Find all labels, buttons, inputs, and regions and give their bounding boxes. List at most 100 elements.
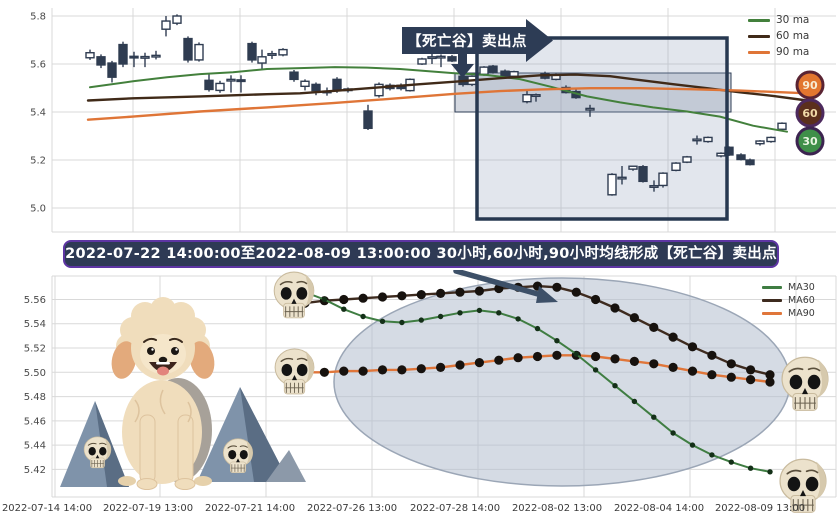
svg-text:5.0: 5.0 (30, 204, 46, 215)
candle-up (300, 80, 310, 88)
candle-down (289, 71, 299, 81)
data-point (746, 375, 756, 385)
ma-badge-60 (795, 98, 825, 128)
candle-up (777, 122, 787, 130)
data-point (339, 366, 349, 376)
data-point (767, 469, 773, 475)
svg-text:2022-07-19 13:00: 2022-07-19 13:00 (103, 503, 193, 514)
legend-item-60ma: 60 ma (748, 30, 809, 42)
y-axis-labels: 5.8 5.6 5.4 5.2 5.0 (30, 12, 46, 215)
data-point (513, 353, 523, 363)
legend-label: MA30 (788, 282, 815, 293)
svg-text:5.54: 5.54 (24, 319, 46, 330)
candle-up (607, 173, 617, 196)
top-chart-legend: 30 ma 60 ma 90 ma (748, 14, 809, 58)
candle-down (736, 154, 746, 161)
candle-up (479, 66, 489, 76)
data-point (649, 359, 659, 369)
svg-text:5.8: 5.8 (30, 12, 46, 23)
candle-up (161, 20, 171, 30)
svg-text:5.56: 5.56 (24, 295, 46, 306)
ma60-swatch-icon (748, 34, 770, 38)
data-point (591, 294, 601, 305)
legend-item-ma60: MA60 (762, 295, 815, 306)
data-point (377, 292, 388, 302)
sell-point-annotation: 【死亡谷】卖出点 (402, 19, 553, 78)
sell-point-banner (402, 19, 553, 62)
legend-label: 90 ma (776, 46, 810, 58)
candle-up (172, 15, 182, 24)
candle-up (278, 48, 288, 56)
data-point (554, 338, 560, 344)
legend-label: MA90 (788, 308, 815, 319)
data-point (649, 322, 659, 332)
candle-up (649, 184, 659, 188)
data-point (612, 383, 618, 389)
ma-badge-90 (795, 70, 825, 100)
y-axis-labels: 5.56 5.54 5.52 5.50 5.48 5.46 5.44 5.42 (24, 295, 46, 476)
data-point (358, 366, 368, 376)
svg-text:5.2: 5.2 (30, 156, 46, 167)
death-valley-highlight-ellipse (333, 277, 791, 487)
candle-up (257, 56, 267, 64)
candle-down (638, 166, 648, 183)
data-point (709, 452, 715, 458)
legend-item-ma90: MA90 (762, 308, 815, 319)
svg-text:2022-07-14 14:00: 2022-07-14 14:00 (2, 503, 92, 514)
data-point (726, 372, 736, 382)
svg-text:5.46: 5.46 (24, 416, 46, 427)
legend-item-30ma: 30 ma (748, 14, 809, 26)
data-point (765, 377, 775, 387)
data-point (397, 291, 407, 301)
valley-rect-border (475, 36, 729, 221)
svg-text:5.4: 5.4 (30, 108, 46, 119)
data-point (631, 398, 638, 405)
data-point (399, 319, 405, 326)
skull-icon (781, 356, 829, 412)
candle-up (267, 52, 277, 56)
candle-up (766, 136, 776, 143)
arrowhead-icon (536, 286, 558, 303)
skull-icon (274, 348, 315, 395)
candle-up (374, 83, 384, 97)
data-point (457, 310, 463, 316)
data-point (339, 294, 349, 305)
candle-down (247, 42, 257, 61)
candle-up (531, 94, 541, 98)
ma-line-30ma (89, 66, 788, 133)
candlestick-chart: 90 60 30 【死亡谷】卖出点 5.8 5.6 5.4 5.2 5.0 (30, 8, 836, 233)
data-point (707, 350, 717, 360)
candle-up (682, 156, 692, 163)
candle-up (427, 56, 437, 60)
data-point (765, 370, 775, 380)
ma-cross-band (454, 72, 732, 113)
candle-up (85, 52, 95, 59)
data-point (455, 360, 465, 370)
data-point (687, 342, 698, 352)
data-point (532, 351, 543, 362)
candle-up (522, 94, 532, 103)
data-point (670, 430, 676, 436)
data-point (552, 282, 562, 292)
svg-text:2022-08-04 14:00: 2022-08-04 14:00 (614, 503, 704, 514)
data-point (455, 287, 465, 297)
data-point (534, 325, 541, 332)
candle-down (724, 146, 734, 156)
data-point (629, 356, 640, 366)
svg-text:5.48: 5.48 (24, 392, 46, 403)
data-point (416, 290, 426, 300)
svg-text:30: 30 (802, 135, 818, 148)
sell-point-down-arrow-icon (451, 53, 474, 78)
data-point (747, 465, 754, 471)
candle-down (500, 70, 510, 77)
candle-down (332, 78, 342, 92)
series-MA60 (300, 281, 775, 380)
data-point (728, 459, 734, 465)
candle-down (107, 62, 117, 78)
data-point (610, 303, 620, 313)
candle-up (436, 55, 446, 59)
svg-text:2022-07-26 13:00: 2022-07-26 13:00 (307, 503, 397, 514)
valley-rect-fill (477, 38, 727, 219)
candle-up (755, 140, 765, 145)
ma-badge-30 (795, 126, 825, 156)
